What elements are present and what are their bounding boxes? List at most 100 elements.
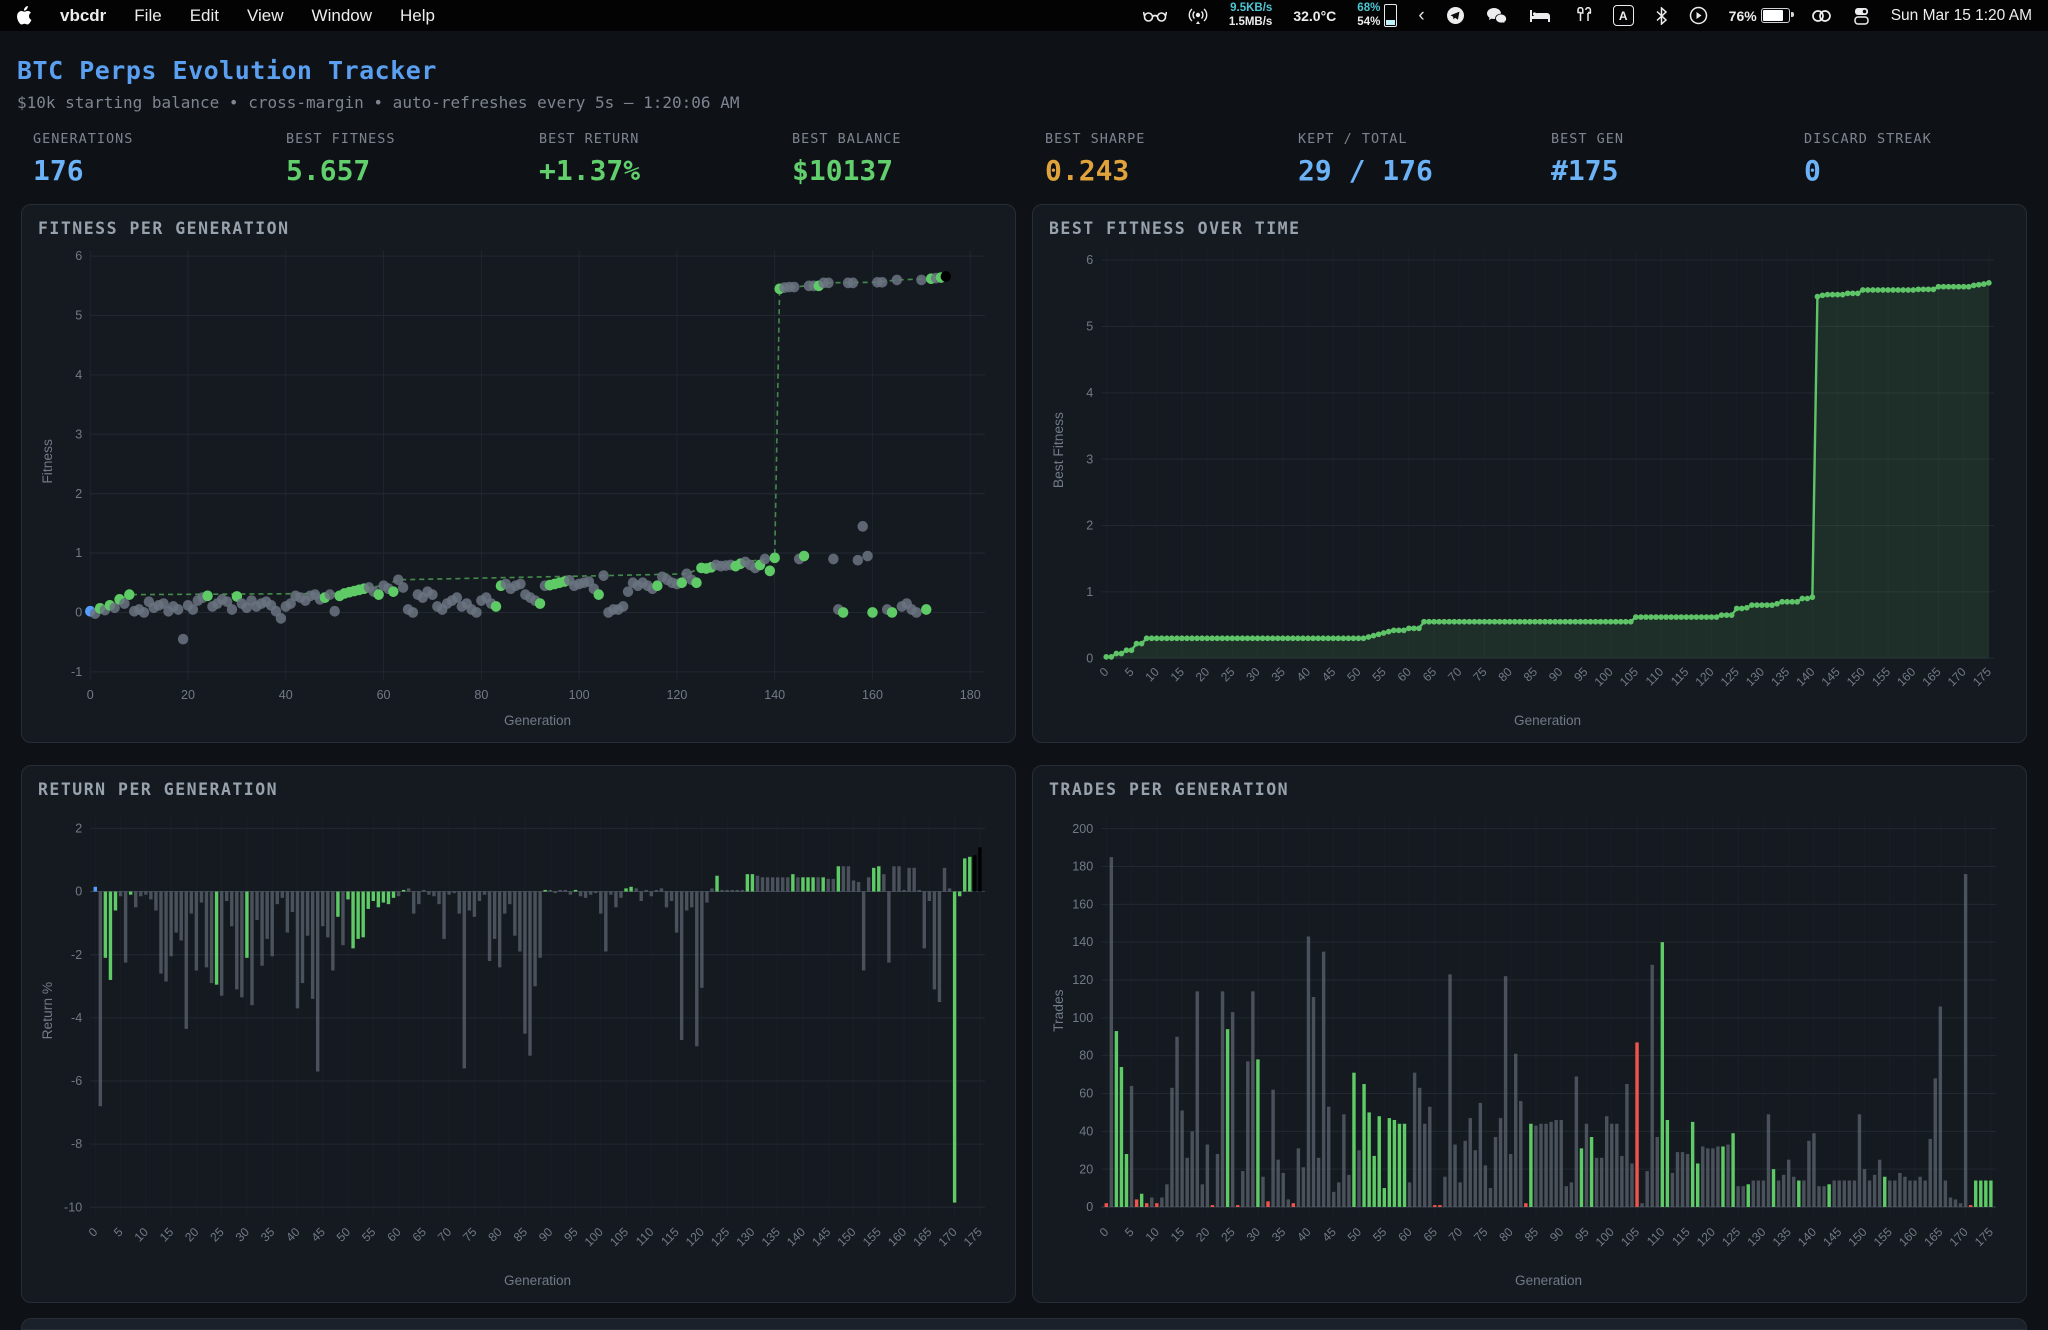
svg-text:135: 135 [1768,665,1792,690]
svg-text:Fitness: Fitness [40,439,55,484]
svg-text:125: 125 [1719,1225,1743,1250]
svg-text:175: 175 [1972,1225,1996,1250]
network-speed[interactable]: 9.5KB/s 1.5MB/s [1229,2,1272,28]
svg-text:75: 75 [1471,1225,1490,1245]
svg-text:0: 0 [87,688,94,702]
input-source-icon[interactable]: A [1613,5,1634,26]
svg-text:55: 55 [1370,665,1389,685]
svg-text:40: 40 [279,688,293,702]
svg-text:2: 2 [75,821,82,835]
svg-text:25: 25 [1218,1225,1237,1245]
menubar-clock[interactable]: Sun Mar 15 1:20 AM [1891,7,2032,25]
svg-text:1: 1 [1086,585,1093,599]
svg-text:5: 5 [1122,665,1137,680]
svg-text:105: 105 [607,1225,631,1250]
fitness-scatter-chart: -10123456020406080100120140160180Fitness… [38,242,999,732]
svg-text:180: 180 [1072,859,1093,873]
svg-text:155: 155 [860,1225,884,1250]
svg-text:-6: -6 [71,1074,82,1088]
svg-text:-8: -8 [71,1137,82,1151]
menu-edit[interactable]: Edit [190,6,219,26]
page-header: BTC Perps Evolution Tracker $10k startin… [17,56,739,112]
airpods-icon[interactable] [1572,7,1592,24]
svg-text:6: 6 [1086,253,1093,267]
svg-text:100: 100 [582,1225,606,1250]
menu-help[interactable]: Help [400,6,435,26]
menu-file[interactable]: File [134,6,161,26]
svg-text:40: 40 [1079,1124,1093,1138]
svg-text:45: 45 [309,1225,328,1245]
svg-text:150: 150 [1846,1225,1870,1250]
battery-status[interactable]: 76% [1729,8,1790,24]
svg-text:Return %: Return % [40,982,55,1040]
svg-text:160: 160 [1072,897,1093,911]
svg-text:3: 3 [1086,452,1093,466]
stat-best-fitness: BEST FITNESS 5.657 [286,131,539,187]
temperature-readout[interactable]: 32.0°C [1293,8,1336,24]
glasses-icon[interactable] [1143,9,1167,23]
svg-text:150: 150 [1844,665,1868,690]
wechat-icon[interactable] [1486,7,1508,25]
svg-text:160: 160 [1896,1225,1920,1250]
bluetooth-icon[interactable] [1655,7,1668,25]
svg-text:0: 0 [1086,651,1093,665]
chevron-left-icon[interactable]: ‹ [1418,5,1424,27]
svg-text:165: 165 [1920,665,1944,690]
svg-text:85: 85 [511,1225,530,1245]
bed-icon[interactable] [1529,8,1551,24]
svg-text:95: 95 [1572,1225,1591,1245]
telegram-icon[interactable] [1446,6,1465,25]
svg-text:125: 125 [1718,665,1742,690]
svg-text:0: 0 [1097,665,1112,680]
stat-generations: GENERATIONS 176 [33,131,286,187]
panel-title: RETURN PER GENERATION [38,780,999,799]
link-icon[interactable] [1811,9,1832,23]
svg-text:0: 0 [75,605,82,619]
partial-panel-bottom [21,1318,2027,1330]
svg-text:115: 115 [1668,665,1692,689]
battery-percent: 76% [1729,8,1757,24]
svg-text:Generation: Generation [504,713,571,728]
dual-percent-status[interactable]: 68% 54% [1357,2,1397,28]
svg-text:110: 110 [633,1225,657,1249]
panel-best-fitness-over-time: BEST FITNESS OVER TIME 05101520253035404… [1032,204,2027,743]
svg-text:10: 10 [1143,665,1162,685]
svg-text:120: 120 [1693,665,1717,690]
vertical-battery-icon [1384,4,1397,27]
play-circle-icon[interactable] [1689,6,1708,25]
svg-text:120: 120 [666,688,687,702]
stat-best-gen: BEST GEN #175 [1551,131,1804,187]
menu-window[interactable]: Window [312,6,372,26]
svg-text:0: 0 [86,1225,101,1240]
apple-logo-icon[interactable] [16,6,32,25]
svg-text:50: 50 [1344,665,1363,685]
svg-text:145: 145 [1820,1225,1844,1250]
svg-text:20: 20 [181,688,195,702]
svg-text:5: 5 [75,309,82,323]
svg-text:0: 0 [1086,1200,1093,1214]
airdrop-icon[interactable] [1188,7,1208,25]
svg-text:130: 130 [734,1225,758,1250]
menubar-app-name[interactable]: vbcdr [60,6,106,26]
stat-best-sharpe: BEST SHARPE 0.243 [1045,131,1298,187]
svg-text:5: 5 [1086,319,1093,333]
svg-text:0: 0 [1097,1225,1112,1240]
svg-text:80: 80 [1079,1049,1093,1063]
network-up-speed: 9.5KB/s [1230,2,1272,15]
svg-text:35: 35 [1269,665,1288,685]
menu-view[interactable]: View [247,6,284,26]
svg-text:40: 40 [1294,665,1313,685]
svg-text:40: 40 [1294,1225,1313,1245]
charts-grid: FITNESS PER GENERATION -1012345602040608… [21,204,2027,1303]
svg-text:145: 145 [1819,665,1843,690]
svg-text:35: 35 [258,1225,277,1245]
svg-text:175: 175 [1970,665,1994,690]
svg-text:2: 2 [75,487,82,501]
display-switch-icon[interactable] [1853,7,1870,25]
svg-text:6: 6 [75,249,82,263]
svg-text:-4: -4 [71,1011,82,1025]
svg-text:60: 60 [384,1225,403,1245]
svg-text:65: 65 [1421,1225,1440,1245]
svg-text:2: 2 [1086,518,1093,532]
svg-text:65: 65 [410,1225,429,1245]
